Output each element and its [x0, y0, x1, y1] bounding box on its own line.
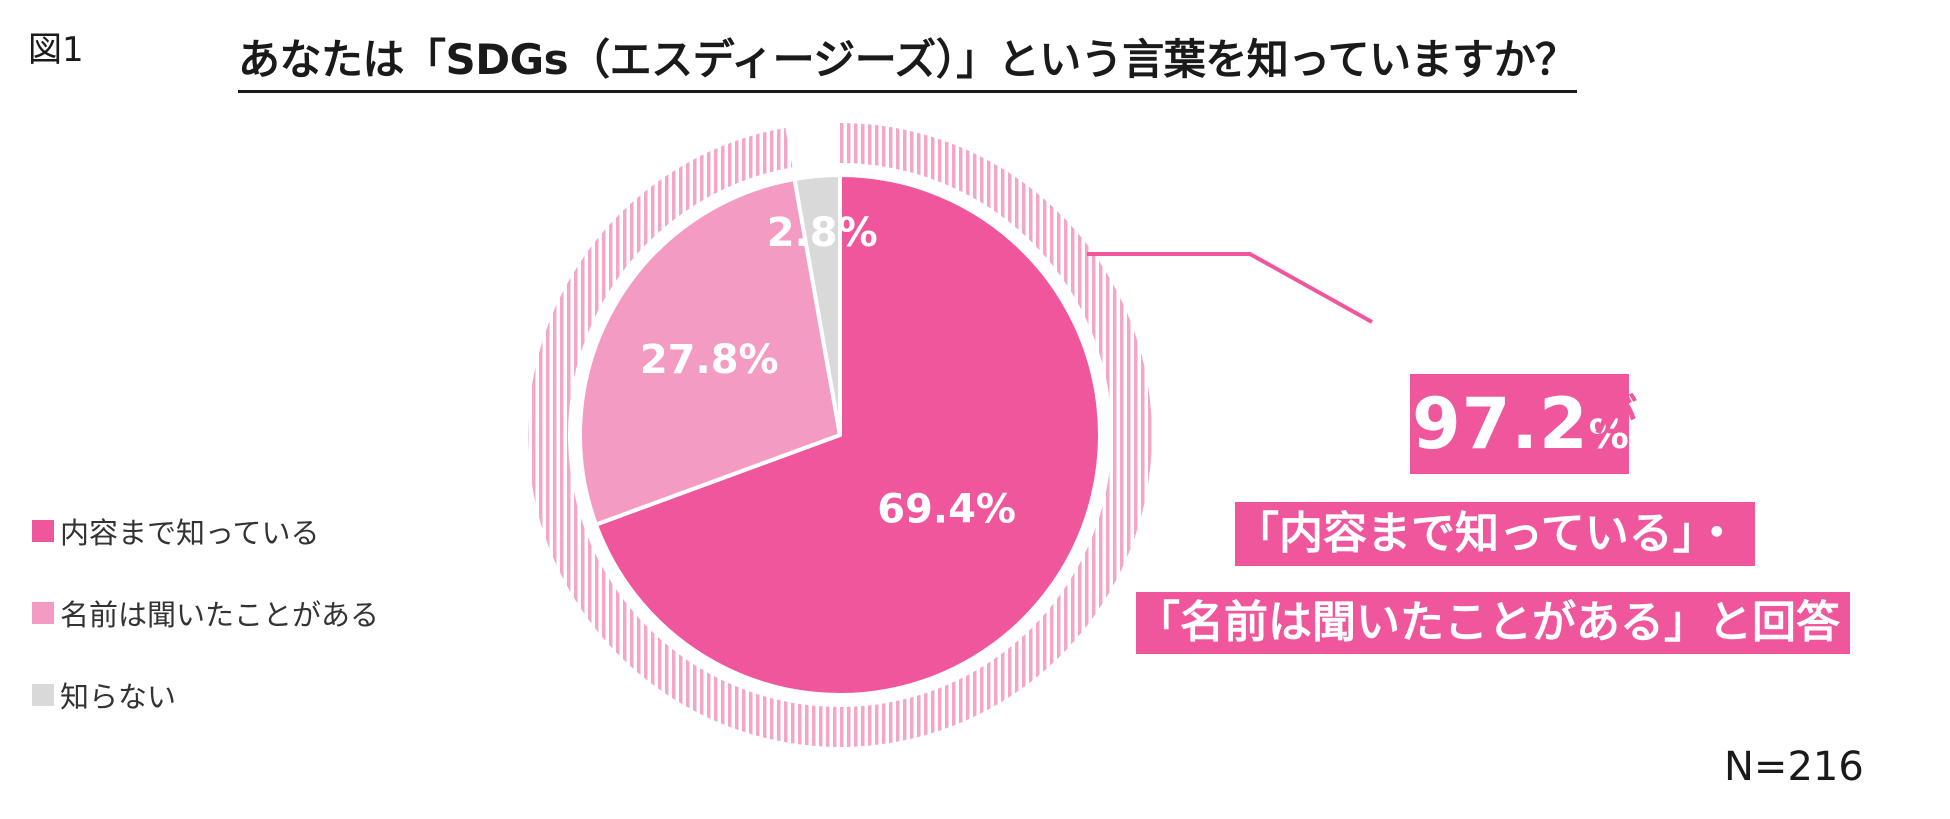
legend-swatch-heard-name — [32, 602, 54, 624]
chart-title: あなたは「SDGs（エスディージーズ）」という言葉を知っていますか？ — [238, 26, 1577, 93]
legend-item-dont-know: 知らない — [32, 674, 379, 716]
callout-total: 97.2% が — [1410, 374, 1637, 474]
legend-label-heard-name: 名前は聞いたことがある — [60, 598, 380, 632]
legend-label-know-content: 内容まで知っている — [60, 516, 320, 550]
callout-percent: % — [1588, 412, 1629, 458]
legend-item-know-content: 内容まで知っている — [32, 510, 379, 552]
slice-label-2: 2.8% — [767, 210, 878, 256]
legend: 内容まで知っている 名前は聞いたことがある 知らない — [32, 510, 379, 756]
figure-label: 図1 — [28, 30, 84, 70]
outer-ring-segment-1 — [528, 127, 793, 543]
callout-particle: が — [1593, 391, 1637, 442]
legend-item-heard-name: 名前は聞いたことがある — [32, 592, 379, 634]
legend-label-dont-know: 知らない — [60, 680, 177, 714]
callout-leader-line — [1087, 252, 1373, 324]
pie-slice-0 — [593, 173, 1102, 697]
slice-label-0: 69.4% — [877, 486, 1016, 532]
slice-label-1: 27.8% — [640, 337, 779, 383]
pie-slice-1 — [578, 177, 842, 527]
callout-line-2: 「内容まで知っている」・ — [1235, 502, 1755, 566]
legend-swatch-dont-know — [32, 684, 54, 706]
callout-line-3: 「名前は聞いたことがある」と回答 — [1136, 592, 1850, 654]
pie-slice-2 — [792, 173, 842, 437]
callout-number: 97.2 — [1412, 383, 1589, 465]
sample-size: N=216 — [1724, 744, 1864, 790]
legend-swatch-know-content — [32, 520, 54, 542]
